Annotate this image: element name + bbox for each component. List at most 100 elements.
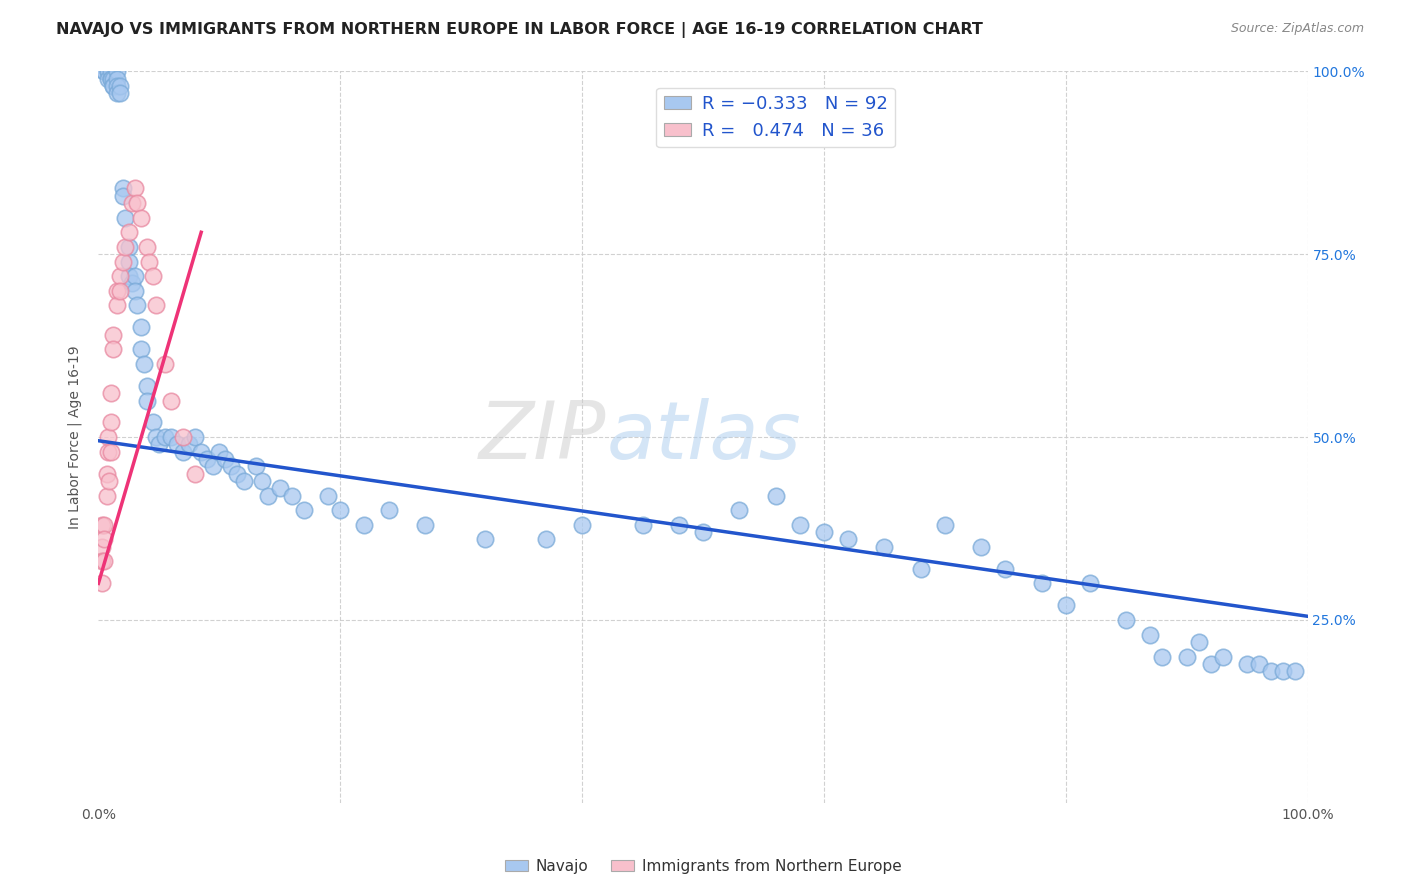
Point xyxy=(184,467,207,481)
Point xyxy=(114,211,136,225)
Point xyxy=(124,181,146,195)
Point xyxy=(728,503,751,517)
Point xyxy=(813,525,835,540)
Point xyxy=(105,298,128,312)
Point xyxy=(1054,599,1077,613)
Point xyxy=(765,489,787,503)
Point xyxy=(121,277,143,291)
Point xyxy=(108,87,131,101)
Point xyxy=(135,240,157,254)
Point xyxy=(142,416,165,430)
Point xyxy=(668,517,690,532)
Point xyxy=(127,196,149,211)
Point xyxy=(837,533,859,547)
Point xyxy=(96,467,118,481)
Point xyxy=(108,78,131,93)
Point xyxy=(138,254,160,268)
Point xyxy=(101,71,124,86)
Point xyxy=(124,284,146,298)
Point xyxy=(1175,649,1198,664)
Point xyxy=(910,562,932,576)
Point xyxy=(153,430,176,444)
Point xyxy=(1188,635,1211,649)
Point xyxy=(101,78,124,93)
Point xyxy=(101,78,124,93)
Point xyxy=(129,211,152,225)
Point xyxy=(91,554,114,568)
Point xyxy=(100,444,122,458)
Point xyxy=(114,240,136,254)
Point xyxy=(245,459,267,474)
Point xyxy=(1249,657,1271,671)
Point xyxy=(934,517,956,532)
Point xyxy=(232,474,254,488)
Point xyxy=(145,430,167,444)
Point xyxy=(101,343,124,357)
Point xyxy=(111,188,134,202)
Point xyxy=(145,298,167,312)
Point xyxy=(571,517,593,532)
Point xyxy=(93,64,115,78)
Point xyxy=(100,71,122,86)
Point xyxy=(1236,657,1258,671)
Point xyxy=(100,386,122,401)
Point xyxy=(873,540,896,554)
Text: atlas: atlas xyxy=(606,398,801,476)
Point xyxy=(98,474,121,488)
Point xyxy=(1078,576,1101,591)
Point xyxy=(118,269,141,284)
Point xyxy=(121,196,143,211)
Point xyxy=(160,430,183,444)
Point xyxy=(91,576,114,591)
Point xyxy=(1199,657,1222,671)
Point xyxy=(118,254,141,268)
Point xyxy=(127,298,149,312)
Text: ZIP: ZIP xyxy=(479,398,606,476)
Point xyxy=(692,525,714,540)
Point xyxy=(221,459,243,474)
Point xyxy=(93,64,115,78)
Point xyxy=(91,540,114,554)
Point xyxy=(129,320,152,334)
Point xyxy=(97,64,120,78)
Point xyxy=(96,489,118,503)
Point xyxy=(353,517,375,532)
Point xyxy=(534,533,557,547)
Point xyxy=(1152,649,1174,664)
Point xyxy=(172,430,194,444)
Point xyxy=(100,64,122,78)
Point xyxy=(105,87,128,101)
Point xyxy=(111,254,134,268)
Point xyxy=(97,64,120,78)
Point xyxy=(329,503,352,517)
Point xyxy=(124,269,146,284)
Point xyxy=(166,437,188,451)
Legend: Navajo, Immigrants from Northern Europe: Navajo, Immigrants from Northern Europe xyxy=(499,853,907,880)
Point xyxy=(1212,649,1234,664)
Point xyxy=(105,78,128,93)
Point xyxy=(93,64,115,78)
Point xyxy=(97,71,120,86)
Point xyxy=(202,459,225,474)
Point xyxy=(1031,576,1053,591)
Point xyxy=(118,240,141,254)
Point xyxy=(195,452,218,467)
Point xyxy=(377,503,399,517)
Point xyxy=(135,379,157,393)
Point xyxy=(100,416,122,430)
Point xyxy=(226,467,249,481)
Point xyxy=(101,327,124,342)
Point xyxy=(105,71,128,86)
Point xyxy=(97,444,120,458)
Point xyxy=(142,269,165,284)
Point xyxy=(413,517,436,532)
Point xyxy=(100,71,122,86)
Point xyxy=(269,481,291,495)
Point xyxy=(789,517,811,532)
Point xyxy=(190,444,212,458)
Point xyxy=(292,503,315,517)
Point xyxy=(256,489,278,503)
Point xyxy=(118,225,141,239)
Point xyxy=(631,517,654,532)
Point xyxy=(1115,613,1137,627)
